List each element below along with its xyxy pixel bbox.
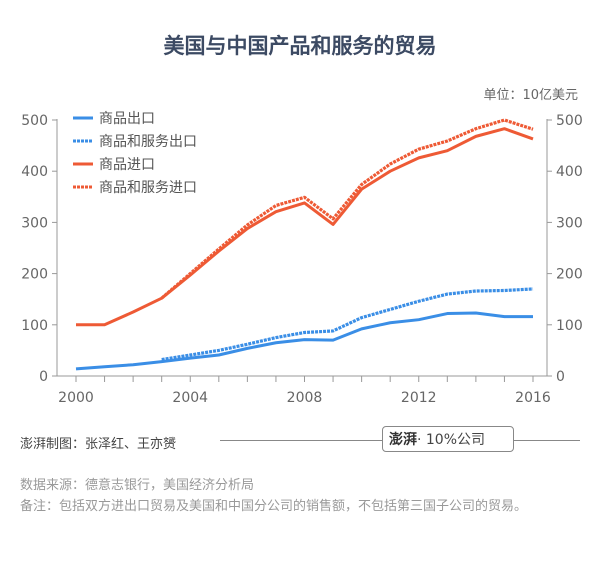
y-tick-label-left: 100 (21, 318, 48, 334)
legend-label: 商品进口 (99, 157, 155, 173)
y-tick-label-left: 0 (39, 369, 48, 385)
series-line-3 (76, 127, 534, 327)
divider-left (220, 440, 382, 441)
series-line-4 (160, 118, 534, 300)
y-tick-label-right: 200 (556, 267, 583, 283)
y-tick-label-left: 300 (21, 215, 48, 231)
y-tick-label-right: 300 (556, 215, 583, 231)
divider-right (514, 440, 580, 441)
y-tick-label-right: 400 (556, 164, 583, 180)
y-tick-label-right: 500 (556, 113, 583, 129)
y-tick-label-left: 200 (21, 267, 48, 283)
credit: 澎湃制图：张泽红、王亦赟 (20, 437, 177, 452)
y-tick-label-left: 500 (21, 113, 48, 129)
chart-title: 美国与中国产品和服务的贸易 (163, 34, 437, 58)
brand-suffix: · 10%公司 (417, 432, 486, 448)
x-tick-label: 2012 (401, 390, 437, 406)
legend-label: 商品和服务进口 (99, 180, 197, 196)
footnote: 备注：包括双方进出口贸易及美国和中国分公司的销售额，不包括第三国子公司的贸易。 (20, 499, 528, 514)
y-tick-label-left: 400 (21, 164, 48, 180)
x-tick-label: 2000 (58, 390, 94, 406)
x-tick-label: 2008 (287, 390, 323, 406)
y-tick-label-right: 100 (556, 318, 583, 334)
legend-label: 商品和服务出口 (99, 134, 197, 150)
series-line-2 (161, 287, 534, 362)
series-line-1 (75, 311, 533, 371)
line-chart: 0 0 100 100 200 200 300 300 400 400 500 500 2000 2004… (21, 111, 583, 406)
brand-logo: 澎湃· 10%公司 (382, 426, 514, 452)
brand-logo-mark: 澎湃 (389, 432, 417, 448)
y-tick-label-right: 0 (556, 369, 565, 385)
legend-label: 商品出口 (99, 111, 155, 127)
data-source: 数据来源：德意志银行，美国经济分析局 (20, 478, 255, 493)
x-tick-label: 2004 (172, 390, 208, 406)
unit-label: 单位：10亿美元 (483, 88, 578, 103)
x-tick-label: 2016 (515, 390, 551, 406)
